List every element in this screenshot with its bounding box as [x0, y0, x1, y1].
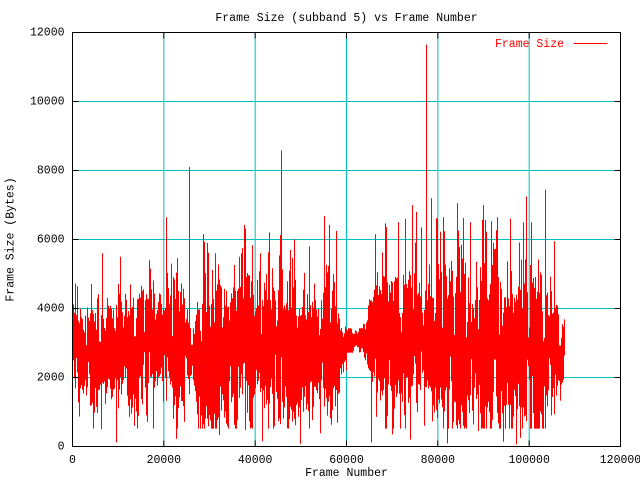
svg-text:40000: 40000: [238, 454, 273, 467]
svg-text:Frame Number: Frame Number: [305, 467, 388, 480]
svg-text:0: 0: [58, 441, 65, 454]
svg-text:10000: 10000: [30, 96, 65, 109]
svg-text:6000: 6000: [37, 234, 65, 247]
svg-text:60000: 60000: [329, 454, 364, 467]
svg-text:100000: 100000: [508, 454, 550, 467]
svg-text:2000: 2000: [37, 372, 65, 385]
svg-text:80000: 80000: [421, 454, 456, 467]
svg-text:20000: 20000: [147, 454, 182, 467]
svg-text:120000: 120000: [600, 454, 640, 467]
svg-text:0: 0: [69, 454, 76, 467]
svg-text:8000: 8000: [37, 165, 65, 178]
svg-text:4000: 4000: [37, 303, 65, 316]
svg-text:12000: 12000: [30, 27, 65, 40]
svg-text:Frame Size (subband 5) vs Fram: Frame Size (subband 5) vs Frame Number: [215, 12, 477, 25]
svg-text:Frame Size (Bytes): Frame Size (Bytes): [5, 177, 18, 301]
svg-text:Frame Size: Frame Size: [495, 38, 564, 51]
